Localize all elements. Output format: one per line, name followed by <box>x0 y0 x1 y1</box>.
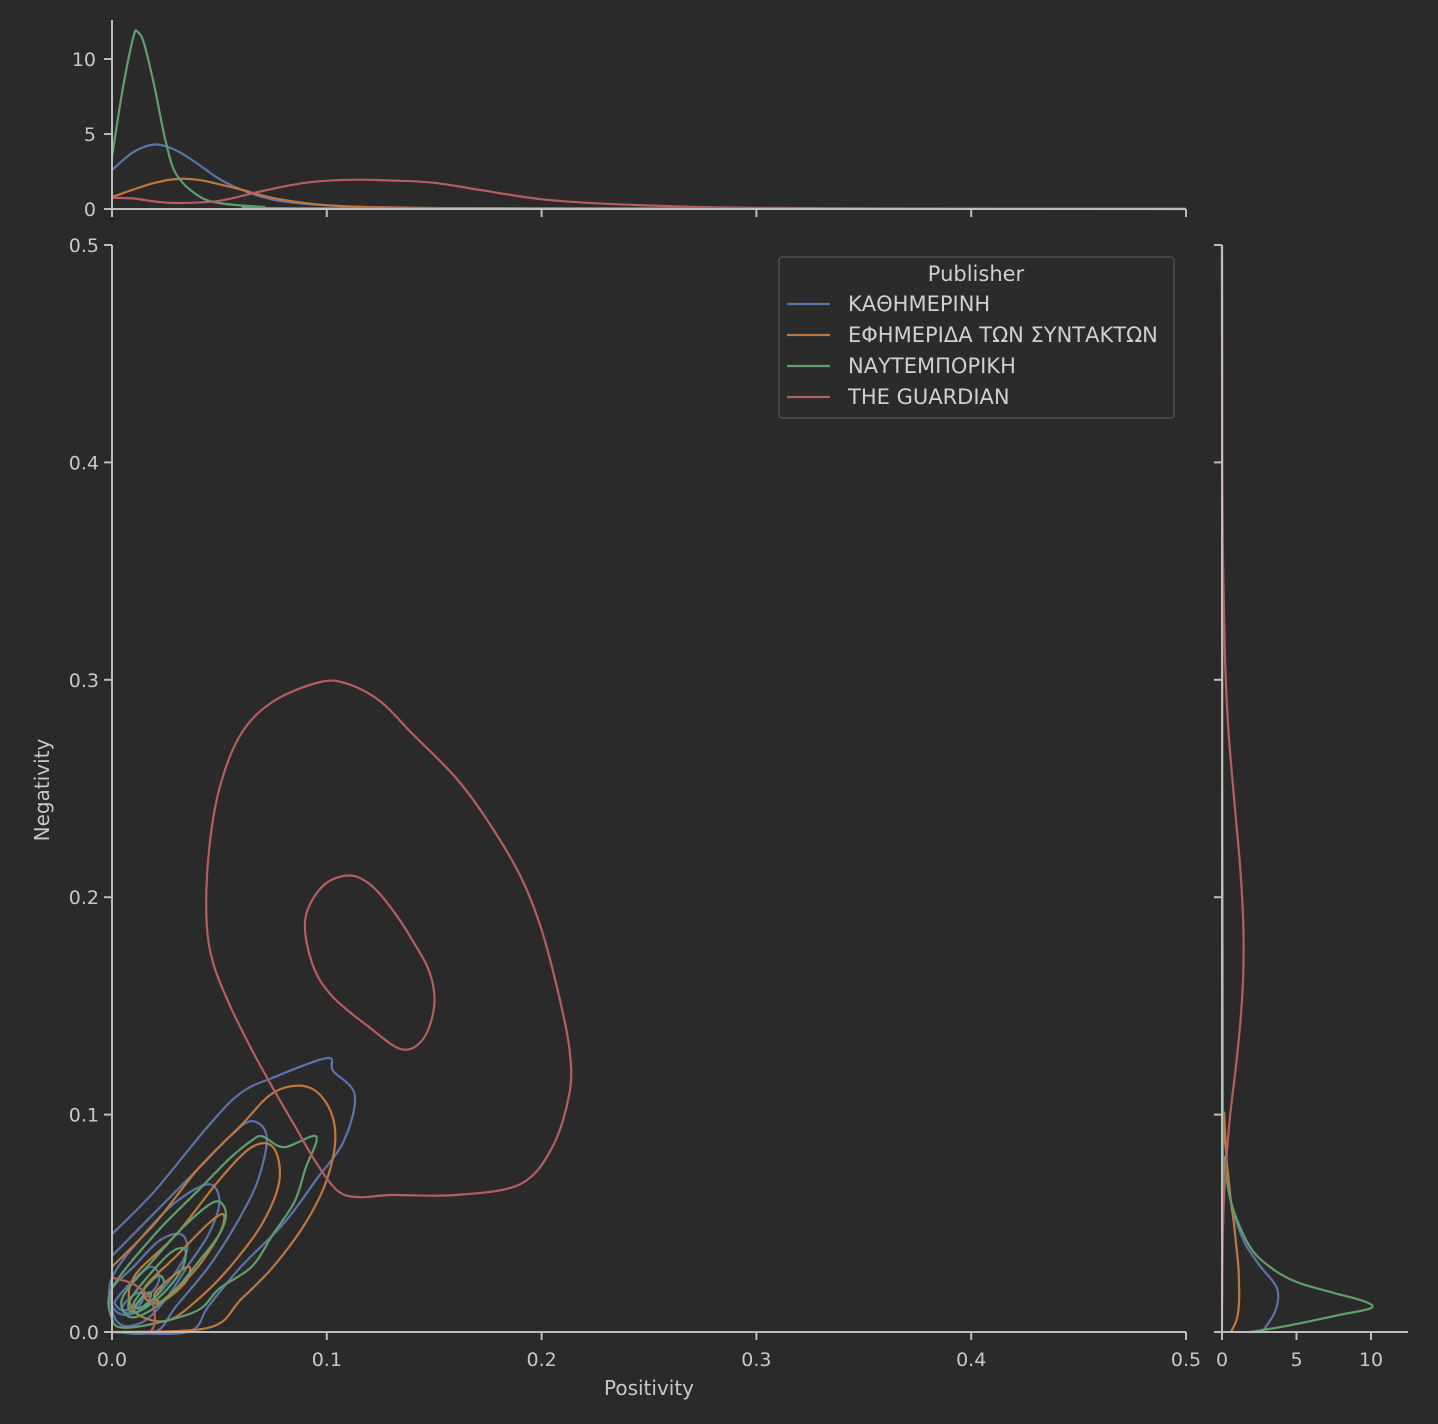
y-tick-label: 0.3 <box>69 670 99 692</box>
kde-contour-line <box>134 1291 153 1310</box>
top-marginal-curve-εφημεριδα-των-συντακτων <box>111 177 1187 210</box>
right-density-tick-label: 0 <box>1216 1349 1228 1371</box>
main-kde-plot: 0.0 0.1 0.2 0.3 0.4 0.5 0.0 0.1 0.2 0.3 0.4 0.5 Po… <box>30 235 1201 1400</box>
top-marginal-curve-ναυτεμπορικη <box>110 29 1187 211</box>
kde-contour-line <box>127 1246 187 1314</box>
legend-entry-label: ΝΑΥΤΕΜΠΟΡΙΚΗ <box>848 354 1016 378</box>
right-density-tick-label: 10 <box>1359 1349 1383 1371</box>
x-tick-label: 0.1 <box>312 1349 342 1371</box>
legend-entry-label: THE GUARDIAN <box>847 385 1010 409</box>
x-axis-label: Positivity <box>604 1376 694 1400</box>
legend-entry-label: ΕΦΗΜΕΡΙΔΑ ΤΩΝ ΣΥΝΤΑΚΤΩΝ <box>848 323 1158 347</box>
right-marginal-curve-the-guardian <box>1220 244 1245 1333</box>
top-marginal-curves <box>110 29 1187 211</box>
main-x-ticks: 0.0 0.1 0.2 0.3 0.4 0.5 <box>97 1332 1201 1371</box>
kde-contour-line <box>107 1134 318 1329</box>
right-marginal-curve-καθημερινη <box>1220 244 1280 1333</box>
kde-contour-line <box>152 1265 192 1303</box>
kde-contour-line <box>108 1232 189 1316</box>
legend-box <box>778 256 1175 419</box>
top-density-tick-label: 10 <box>72 49 96 71</box>
kde-contour-line <box>111 1056 357 1336</box>
y-tick-label: 0.0 <box>69 1322 99 1344</box>
y-tick-label: 0.2 <box>69 887 99 909</box>
legend: Publisher ΚΑΘΗΜΕΡΙΝΗ ΕΦΗΜΕΡΙΔΑ ΤΩΝ ΣΥΝΤΑΚ… <box>778 256 1175 419</box>
right-density-tick-label: 5 <box>1290 1349 1302 1371</box>
contour-layer <box>107 679 573 1336</box>
right-marginal-ticks: 0 5 10 <box>1214 244 1383 1371</box>
right-marginal-plot: 0 5 10 <box>1214 244 1408 1371</box>
kde-contour-line <box>120 1200 228 1319</box>
top-marginal-ticks: 0 5 10 <box>72 49 1187 221</box>
right-marginal-curve-ναυτεμπορικη <box>1220 244 1374 1334</box>
kde-contour-line <box>111 1084 337 1334</box>
x-tick-label: 0.4 <box>956 1349 986 1371</box>
x-tick-label: 0.2 <box>526 1349 556 1371</box>
x-tick-label: 0.5 <box>1171 1349 1201 1371</box>
top-marginal-plot: 0 5 10 <box>72 20 1187 221</box>
top-marginal-curve-the-guardian <box>111 178 1187 211</box>
x-tick-label: 0.3 <box>741 1349 771 1371</box>
top-density-tick-label: 5 <box>84 124 96 146</box>
kde-contour-line <box>111 1276 157 1333</box>
y-tick-label: 0.1 <box>69 1105 99 1127</box>
x-tick-label: 0.0 <box>97 1349 127 1371</box>
right-marginal-curves <box>1220 244 1374 1334</box>
contours-ναυτεμπορικη <box>107 1134 318 1329</box>
legend-entry-label: ΚΑΘΗΜΕΡΙΝΗ <box>848 292 990 316</box>
kde-contour-line <box>108 1183 221 1328</box>
top-density-tick-label: 0 <box>84 199 96 221</box>
legend-title: Publisher <box>928 262 1025 286</box>
kde-contour-line <box>303 874 436 1051</box>
legend-entries: ΚΑΘΗΜΕΡΙΝΗ ΕΦΗΜΕΡΙΔΑ ΤΩΝ ΣΥΝΤΑΚΤΩΝ ΝΑΥΤΕΜΠ… <box>787 292 1158 409</box>
contours-the-guardian <box>111 679 573 1333</box>
y-axis-label: Negativity <box>30 738 54 841</box>
main-y-ticks: 0.0 0.1 0.2 0.3 0.4 0.5 <box>69 235 112 1344</box>
y-tick-label: 0.5 <box>69 235 99 257</box>
y-tick-label: 0.4 <box>69 452 99 474</box>
kde-contour-line <box>205 679 573 1199</box>
